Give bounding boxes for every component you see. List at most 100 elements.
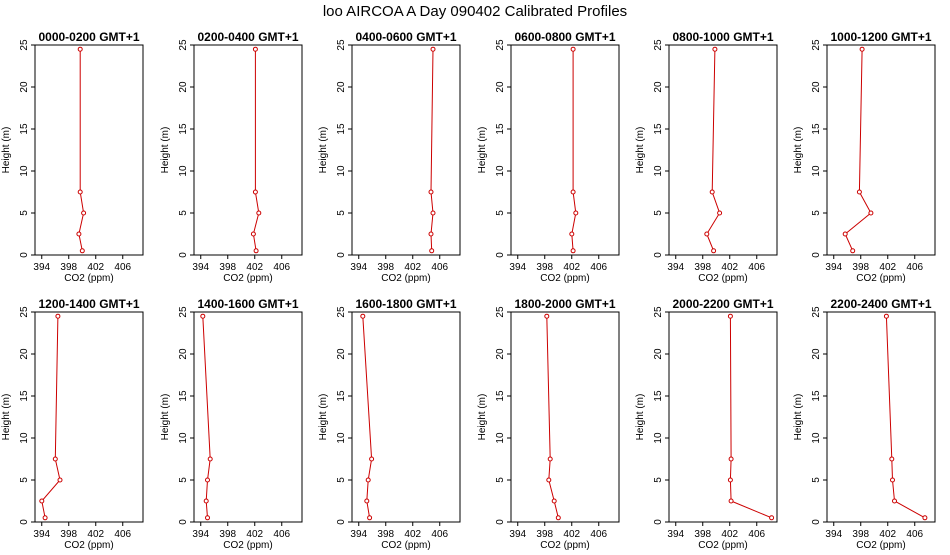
x-tick-label: 398 xyxy=(694,262,711,273)
y-axis-label: Height (m) xyxy=(477,127,488,174)
x-tick-label: 398 xyxy=(536,529,553,540)
data-point xyxy=(256,210,262,216)
x-tick-label: 398 xyxy=(60,529,77,540)
y-tick-label: 20 xyxy=(19,348,30,360)
data-point xyxy=(555,515,561,521)
y-tick-label: 20 xyxy=(811,348,822,360)
y-axis: 0 5 10 15 20 25 Height (m) xyxy=(635,306,669,525)
y-tick-label: 15 xyxy=(495,123,506,135)
y-tick-label: 5 xyxy=(19,210,30,216)
data-point xyxy=(712,46,718,52)
data-point xyxy=(883,313,889,319)
y-tick-label: 0 xyxy=(495,519,506,525)
x-tick-label: 402 xyxy=(246,262,263,273)
y-tick-label: 15 xyxy=(811,390,822,402)
panel-title: 0400-0600 GMT+1 xyxy=(355,30,456,44)
x-tick-label: 394 xyxy=(509,262,526,273)
x-tick-label: 406 xyxy=(590,529,607,540)
y-tick-label: 15 xyxy=(178,390,189,402)
data-point xyxy=(890,477,895,483)
panel-title: 0200-0400 GMT+1 xyxy=(197,30,298,44)
data-point xyxy=(544,313,550,319)
x-tick-label: 394 xyxy=(192,262,209,273)
plot-frame xyxy=(351,311,461,523)
x-tick-label: 406 xyxy=(906,262,923,273)
data-point xyxy=(253,248,259,254)
x-tick-label: 398 xyxy=(852,262,869,273)
x-axis-label: CO2 (ppm) xyxy=(223,273,272,284)
x-tick-label: 394 xyxy=(825,529,842,540)
data-point xyxy=(546,477,552,483)
x-tick-label: 402 xyxy=(87,262,104,273)
data-point xyxy=(76,231,82,237)
x-axis-label: CO2 (ppm) xyxy=(381,540,430,550)
x-tick-label: 394 xyxy=(667,262,684,273)
x-tick-label: 402 xyxy=(879,262,896,273)
profile-line xyxy=(202,316,211,518)
data-point xyxy=(728,498,734,504)
x-tick-label: 394 xyxy=(350,262,367,273)
x-tick-label: 394 xyxy=(33,262,50,273)
y-tick-label: 5 xyxy=(653,477,664,483)
x-tick-label: 402 xyxy=(404,262,421,273)
panel-title: 0000-0200 GMT+1 xyxy=(38,30,139,44)
data-point xyxy=(570,248,576,254)
y-tick-label: 10 xyxy=(336,165,347,177)
data-point xyxy=(727,313,733,319)
y-axis-label: Height (m) xyxy=(318,127,329,174)
profile-line xyxy=(430,49,434,251)
y-tick-label: 10 xyxy=(653,432,664,444)
x-tick-label: 394 xyxy=(33,529,50,540)
data-point xyxy=(573,210,579,216)
x-axis-label: CO2 (ppm) xyxy=(540,273,589,284)
x-tick-label: 406 xyxy=(273,529,290,540)
y-tick-label: 15 xyxy=(336,390,347,402)
data-point xyxy=(717,210,723,216)
y-tick-label: 0 xyxy=(495,252,506,258)
panel-title: 1200-1400 GMT+1 xyxy=(38,297,139,311)
profile-line xyxy=(362,316,373,518)
y-tick-label: 5 xyxy=(811,477,822,483)
y-axis: 0 5 10 15 20 25 Height (m) xyxy=(793,39,827,258)
y-axis: 0 5 10 15 20 25 Height (m) xyxy=(160,306,194,525)
data-point xyxy=(207,456,213,462)
x-tick-label: 398 xyxy=(377,529,394,540)
profile-line xyxy=(571,49,577,251)
y-axis: 0 5 10 15 20 25 Height (m) xyxy=(318,306,352,525)
x-axis-label: CO2 (ppm) xyxy=(698,540,747,550)
profile-line xyxy=(252,49,260,251)
y-tick-label: 10 xyxy=(495,165,506,177)
y-tick-label: 10 xyxy=(495,432,506,444)
data-point xyxy=(570,46,576,52)
plot-frame xyxy=(668,311,778,523)
figure-title: loo AIRCOA A Day 090402 Calibrated Profi… xyxy=(323,3,627,20)
data-point xyxy=(205,477,210,483)
x-axis-label: CO2 (ppm) xyxy=(856,540,905,550)
y-tick-label: 15 xyxy=(653,390,664,402)
data-point xyxy=(570,189,576,195)
data-point xyxy=(77,46,83,52)
y-tick-label: 10 xyxy=(19,432,30,444)
y-tick-label: 25 xyxy=(19,39,30,51)
data-point xyxy=(364,498,370,504)
y-axis: 0 5 10 15 20 25 Height (m) xyxy=(477,39,511,258)
x-tick-label: 406 xyxy=(748,529,765,540)
y-tick-label: 20 xyxy=(336,81,347,93)
y-axis-label: Height (m) xyxy=(160,127,171,174)
y-axis-label: Height (m) xyxy=(635,127,646,174)
data-point xyxy=(39,498,45,504)
y-tick-label: 5 xyxy=(336,477,347,483)
x-tick-label: 398 xyxy=(536,262,553,273)
y-tick-label: 15 xyxy=(336,123,347,135)
x-tick-label: 402 xyxy=(563,262,580,273)
y-tick-label: 10 xyxy=(811,432,822,444)
x-axis-label: CO2 (ppm) xyxy=(64,540,113,550)
panel-title: 1600-1800 GMT+1 xyxy=(355,297,456,311)
y-axis-label: Height (m) xyxy=(1,127,12,174)
data-point xyxy=(252,189,258,195)
